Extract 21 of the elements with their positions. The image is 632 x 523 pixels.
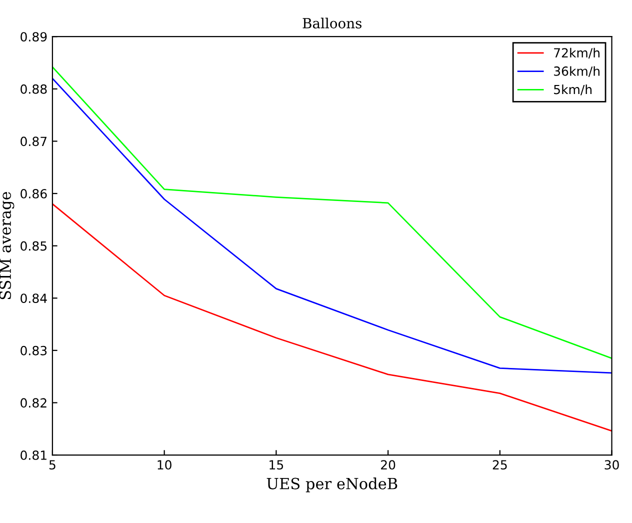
line-series	[52, 203, 612, 432]
y-tick-label: 0.82	[20, 398, 46, 408]
y-tick-label: 0.87	[20, 136, 47, 146]
x-tick-label: 5	[49, 460, 56, 470]
y-tick-label: 0.84	[20, 294, 47, 304]
y-tick-label: 0.81	[20, 450, 46, 460]
y-tick-label: 0.85	[20, 241, 47, 251]
legend-label: 72km/h	[554, 48, 600, 59]
y-tick-label: 0.83	[20, 346, 47, 356]
y-tick-label: 0.89	[20, 32, 47, 42]
legend-label: 36km/h	[554, 66, 600, 77]
legend-label: 5km/h	[554, 84, 592, 96]
x-tick-label: 20	[381, 460, 396, 470]
x-tick-label: 15	[270, 460, 284, 470]
x-axis-title: UES per eNodeB	[266, 478, 398, 492]
x-tick-label: 25	[492, 460, 507, 470]
x-tick-label: 10	[158, 460, 172, 470]
x-tick-label: 30	[604, 460, 619, 470]
chart-title: Balloons	[302, 18, 362, 28]
y-tick-label: 0.86	[20, 188, 47, 198]
y-tick-label: 0.88	[20, 84, 47, 94]
